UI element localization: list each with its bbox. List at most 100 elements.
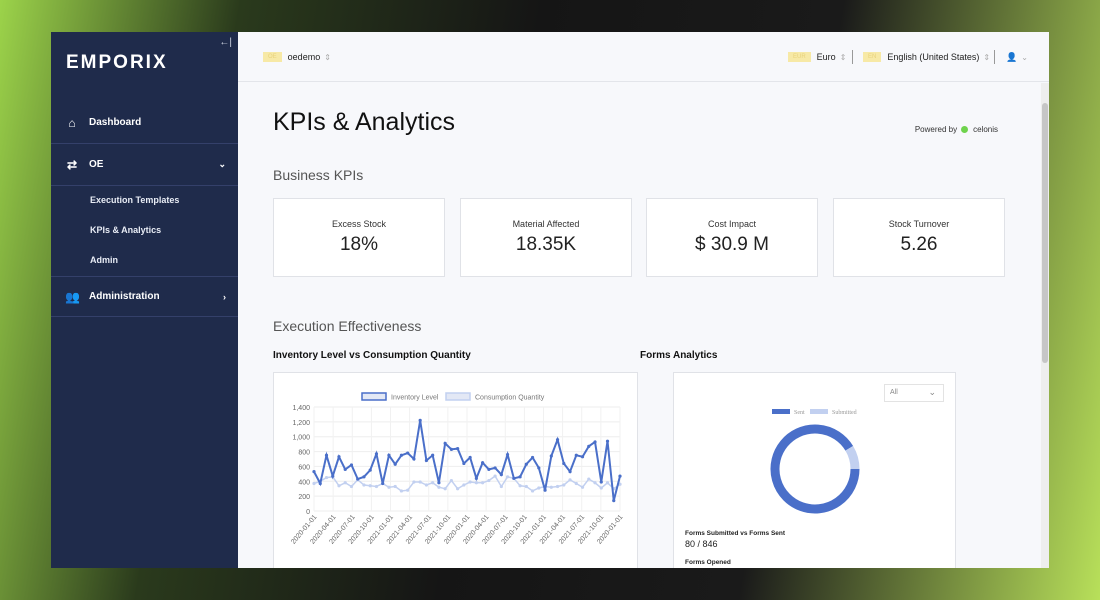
legend-swatch <box>772 409 790 414</box>
kpi-card: Stock Turnover 5.26 <box>833 198 1005 277</box>
logo: emporix <box>66 52 168 73</box>
forms-analytics-card: All ⌄ Sent Submitted Forms Submitted vs Fo… <box>673 372 956 568</box>
data-point <box>331 474 335 478</box>
data-point <box>530 455 535 460</box>
scrollbar-thumb[interactable] <box>1042 103 1048 363</box>
data-point <box>424 483 429 487</box>
data-point <box>549 454 553 458</box>
language-select[interactable]: EN English (United States) ⇕ <box>863 52 990 62</box>
execution-effectiveness-heading: Execution Effectiveness <box>273 318 422 334</box>
user-icon: 👤 <box>1006 52 1018 62</box>
data-point <box>393 484 397 489</box>
workflow-icon: ⇄ <box>66 157 78 172</box>
currency-select[interactable]: EUR Euro ⇕ <box>788 52 846 62</box>
home-icon: ⌂ <box>68 115 76 130</box>
powered-by-brand: celonis <box>973 125 998 134</box>
business-kpis-heading: Business KPIs <box>273 167 364 183</box>
scrollbar[interactable] <box>1041 83 1049 568</box>
legend-label: Consumption Quantity <box>475 395 545 402</box>
divider <box>994 50 995 64</box>
data-point <box>443 441 447 445</box>
legend-swatch <box>810 409 828 414</box>
kpi-card: Excess Stock 18% <box>273 198 445 277</box>
sidebar-sub-admin[interactable]: Admin <box>90 255 118 265</box>
sidebar: emporix ←| ⌂ Dashboard ⇄ OE ⌄ Execution Tem… <box>51 32 238 568</box>
currency-value: Euro <box>816 52 836 62</box>
sidebar-item-label: Administration <box>89 291 160 302</box>
sidebar-item-administration[interactable]: 👥 Administration › <box>51 276 238 317</box>
data-point <box>406 451 410 455</box>
tenant-select[interactable]: OE oedemo ⇕ <box>263 52 331 62</box>
data-point <box>518 484 522 488</box>
forms-opened-label: Forms Opened <box>685 559 731 566</box>
data-point <box>512 476 516 480</box>
data-point <box>437 485 441 489</box>
data-point <box>468 455 472 460</box>
data-point <box>599 486 603 490</box>
data-point <box>381 481 385 486</box>
data-point <box>493 466 497 470</box>
data-point <box>462 461 466 466</box>
data-point <box>587 477 591 481</box>
kpi-label: Stock Turnover <box>888 219 950 229</box>
data-point <box>580 485 585 489</box>
data-point <box>337 455 341 459</box>
forms-filter-select[interactable]: All ⌄ <box>884 384 944 402</box>
sidebar-item-oe[interactable]: ⇄ OE ⌄ <box>51 144 238 186</box>
data-point <box>437 481 441 485</box>
kpi-value: 18.35K <box>515 234 577 255</box>
data-point <box>393 462 397 466</box>
filter-value: All <box>890 389 898 396</box>
data-point <box>362 483 366 487</box>
data-point <box>555 438 560 442</box>
line-chart-title: Inventory Level vs Consumption Quantity <box>273 350 471 361</box>
collapse-sidebar-icon[interactable]: ←| <box>219 37 232 48</box>
data-point <box>324 475 329 480</box>
data-point <box>587 444 591 448</box>
sidebar-sub-kpis-analytics[interactable]: KPIs & Analytics <box>90 225 162 235</box>
data-point <box>493 474 497 478</box>
data-point <box>481 481 485 485</box>
sidebar-sub-execution-templates[interactable]: Execution Templates <box>90 195 180 205</box>
data-point <box>549 485 553 489</box>
kpi-card: Cost Impact $ 30.9 M <box>646 198 818 277</box>
donut-slice-sent <box>770 424 860 514</box>
app-window: emporix ←| ⌂ Dashboard ⇄ OE ⌄ Execution Tem… <box>51 32 1049 568</box>
sort-icon: ⇕ <box>983 52 991 62</box>
donut-slice-submitted <box>845 446 860 470</box>
tenant-value: oedemo <box>287 52 321 62</box>
data-point <box>418 418 422 422</box>
data-point <box>418 480 422 484</box>
data-point <box>318 481 322 486</box>
y-tick-label: 0 <box>306 509 310 516</box>
data-point <box>599 480 603 484</box>
data-point <box>368 468 372 472</box>
sidebar-item-dashboard[interactable]: ⌂ Dashboard <box>51 102 238 144</box>
chevron-down-icon: ⌄ <box>1021 53 1028 62</box>
celonis-logo-icon <box>961 126 969 134</box>
data-point <box>580 455 585 459</box>
kpi-label: Material Affected <box>512 219 580 229</box>
data-point <box>618 482 622 486</box>
chevron-down-icon: ⌄ <box>218 159 226 169</box>
user-menu[interactable]: 👤 ⌄ <box>1006 52 1028 63</box>
data-point <box>555 484 560 489</box>
language-value: English (United States) <box>887 52 980 62</box>
data-point <box>524 462 528 466</box>
data-point <box>456 487 460 491</box>
data-point <box>612 499 616 503</box>
data-point <box>530 489 535 493</box>
data-point <box>499 473 503 477</box>
data-point <box>593 481 597 485</box>
kpi-value: 18% <box>339 234 379 255</box>
data-point <box>524 484 528 489</box>
y-tick-label: 600 <box>298 464 310 471</box>
data-point <box>362 475 366 479</box>
data-point <box>449 447 453 451</box>
sort-icon: ⇕ <box>324 52 331 62</box>
data-point <box>368 484 372 488</box>
divider <box>852 50 853 64</box>
data-point <box>412 457 416 461</box>
data-point <box>387 453 391 457</box>
y-tick-label: 1,400 <box>292 405 310 412</box>
